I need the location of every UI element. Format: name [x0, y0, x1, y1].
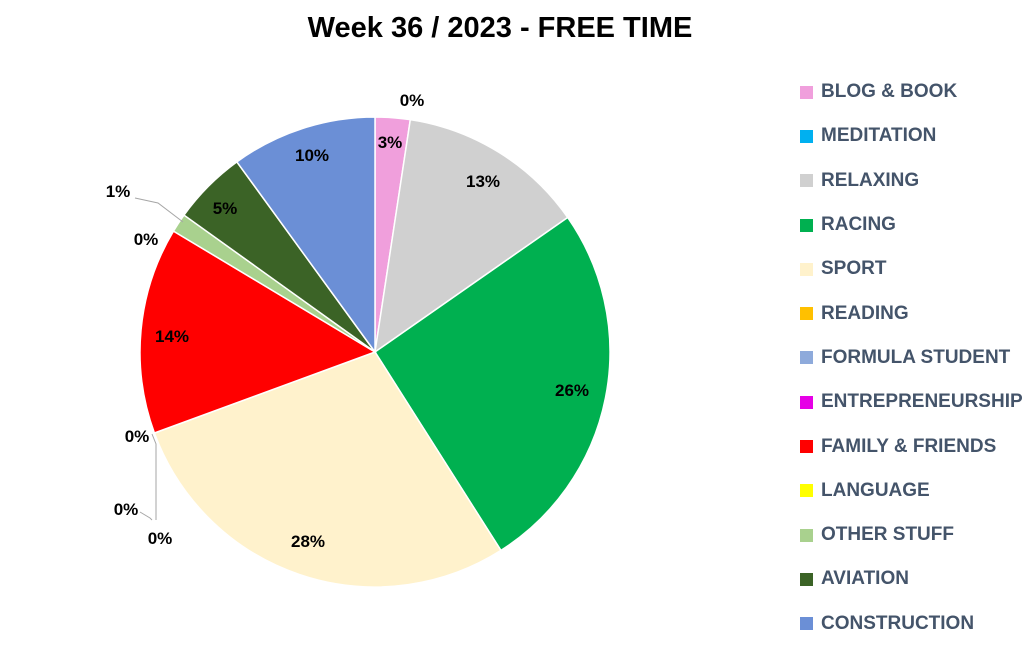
legend-label: BLOG & BOOK [821, 81, 958, 103]
data-label: 0% [400, 91, 425, 110]
legend: BLOG & BOOK MEDITATION RELAXING RACING SPORT… [800, 70, 1023, 646]
leader-line [134, 197, 184, 223]
legend-swatch [800, 440, 813, 454]
legend-label: FAMILY & FRIENDS [821, 435, 997, 457]
legend-label: AVIATION [821, 568, 909, 590]
legend-swatch [800, 129, 813, 143]
leader-line [151, 433, 157, 520]
legend-item: FORMULA STUDENT [800, 336, 1023, 380]
legend-item: MEDITATION [800, 114, 1023, 158]
legend-item: READING [800, 291, 1023, 335]
data-label: 1% [106, 182, 131, 201]
legend-label: RACING [821, 214, 896, 236]
legend-item: LANGUAGE [800, 469, 1023, 513]
pie-slice-construction [235, 116, 376, 355]
legend-label: READING [821, 302, 909, 324]
legend-swatch [800, 484, 813, 498]
pie-slice-relaxing [373, 118, 569, 354]
data-label: 0% [134, 230, 159, 249]
legend-item: FAMILY & FRIENDS [800, 424, 1023, 468]
pie-slice-sport [153, 351, 502, 588]
data-label: 5% [213, 199, 238, 218]
legend-swatch [800, 85, 813, 99]
data-label: 0% [114, 500, 139, 519]
legend-item: OTHER STUFF [800, 513, 1023, 557]
data-label: 13% [466, 172, 500, 191]
data-label: 14% [155, 327, 189, 346]
legend-label: ENTREPRENEURSHIP [821, 391, 1023, 413]
legend-item: ENTREPRENEURSHIP [800, 380, 1023, 424]
legend-label: RELAXING [821, 169, 920, 191]
data-label: 0% [125, 427, 150, 446]
legend-swatch [800, 351, 813, 365]
legend-swatch [800, 395, 813, 409]
legend-swatch [800, 174, 813, 188]
data-label: 28% [291, 532, 325, 551]
chart-title: Week 36 / 2023 - FREE TIME [307, 12, 693, 44]
legend-item: BLOG & BOOK [800, 70, 1023, 114]
data-label: 26% [555, 381, 589, 400]
legend-swatch [800, 528, 813, 542]
legend-item: RELAXING [800, 159, 1023, 203]
legend-label: CONSTRUCTION [821, 612, 975, 634]
data-label: 10% [295, 146, 329, 165]
legend-item: AVIATION [800, 557, 1023, 601]
legend-label: LANGUAGE [821, 479, 930, 501]
pie-slice-family-friends [139, 230, 377, 434]
data-label: 0% [148, 529, 173, 548]
legend-swatch [800, 617, 813, 631]
legend-swatch [800, 572, 813, 586]
legend-swatch [800, 218, 813, 232]
legend-swatch [800, 262, 813, 276]
legend-label: MEDITATION [821, 125, 937, 147]
legend-swatch [800, 307, 813, 321]
legend-item: CONSTRUCTION [800, 602, 1023, 646]
legend-label: OTHER STUFF [821, 524, 954, 546]
pie-chart: 3% 0% 13% 26% 28% 0% 0% 0% 14% 0% 1% 5% 10% [106, 91, 611, 588]
legend-label: SPORT [821, 258, 887, 280]
leader-line [139, 511, 153, 521]
legend-item: RACING [800, 203, 1023, 247]
legend-label: FORMULA STUDENT [821, 346, 1011, 368]
pie-slice-racing [373, 216, 611, 552]
legend-item: SPORT [800, 247, 1023, 291]
data-label: 3% [378, 133, 403, 152]
